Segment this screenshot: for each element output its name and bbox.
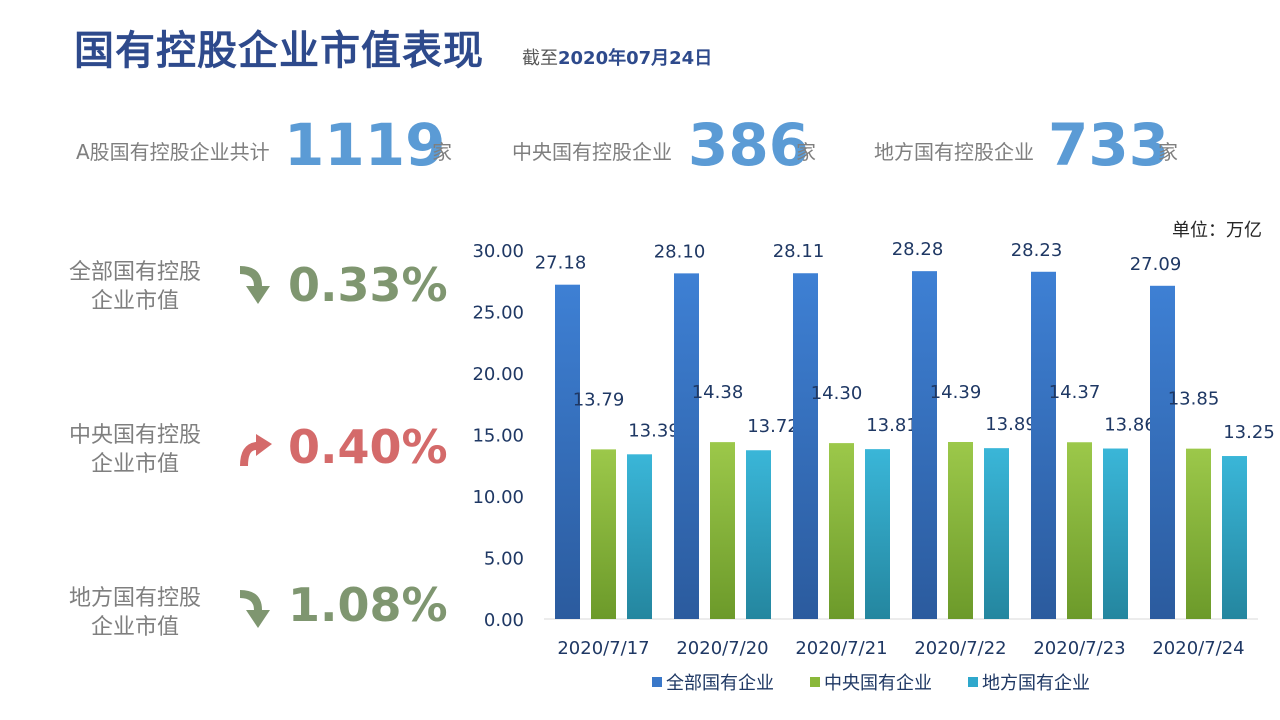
bar — [555, 284, 580, 619]
bar — [1186, 448, 1211, 619]
page-title: 国有控股企业市值表现 — [74, 28, 484, 74]
legend-swatch — [968, 677, 978, 687]
stat-central-unit: 家 — [796, 140, 816, 164]
stat-local-label: 地方国有控股企业 — [874, 140, 1034, 164]
bar — [829, 443, 854, 619]
metric-all-label-line2: 企业市值 — [90, 289, 179, 314]
x-tick-label: 2020/7/23 — [1033, 638, 1125, 659]
data-label: 13.72 — [747, 416, 799, 437]
stat-total-value: 1119 — [284, 111, 446, 179]
bar — [948, 442, 973, 619]
arrow-down-icon — [240, 590, 270, 628]
metric-local-label-line1: 地方国有控股 — [68, 586, 201, 611]
x-tick-label: 2020/7/21 — [795, 638, 887, 659]
data-label: 13.79 — [573, 389, 625, 410]
y-tick-label: 5.00 — [484, 549, 524, 570]
legend-swatch — [652, 677, 662, 687]
arrow-up-icon — [240, 434, 272, 466]
data-label: 27.09 — [1130, 254, 1182, 275]
bar — [1103, 448, 1128, 619]
bar — [793, 273, 818, 619]
metric-all-label: 全部国有控股 企业市值 — [40, 258, 230, 316]
as-of-prefix: 截至 — [522, 48, 558, 69]
y-tick-label: 15.00 — [472, 426, 524, 447]
data-label: 28.23 — [1011, 240, 1063, 261]
data-label: 14.38 — [692, 382, 744, 403]
stat-total-unit: 家 — [432, 140, 452, 164]
bar — [674, 273, 699, 619]
arrow-down-icon — [240, 266, 270, 304]
y-tick-label: 0.00 — [484, 610, 524, 631]
metric-central-change: 0.40% — [288, 420, 448, 474]
stat-total-label: A股国有控股企业共计 — [76, 140, 270, 164]
y-tick-label: 20.00 — [472, 364, 524, 385]
metric-central-label: 中央国有控股 企业市值 — [40, 421, 230, 479]
data-label: 14.39 — [930, 382, 982, 403]
x-tick-label: 2020/7/24 — [1152, 638, 1244, 659]
stat-local-value: 733 — [1048, 111, 1170, 179]
bar — [591, 449, 616, 619]
stat-central-label: 中央国有控股企业 — [512, 140, 672, 164]
bar — [984, 448, 1009, 619]
as-of-date: 截至2020年07月24日 — [522, 44, 712, 70]
metric-central-label-line2: 企业市值 — [90, 452, 179, 477]
legend-label: 地方国有企业 — [982, 673, 1090, 694]
bar — [627, 454, 652, 619]
bar — [1031, 271, 1056, 619]
stat-local-unit: 家 — [1158, 140, 1178, 164]
y-tick-label: 25.00 — [472, 303, 524, 324]
bar — [746, 450, 771, 619]
data-label: 28.11 — [773, 241, 825, 262]
unit-label: 单位：万亿 — [1172, 220, 1262, 241]
metric-local-change: 1.08% — [288, 578, 448, 632]
metric-all-change: 0.33% — [288, 258, 448, 312]
data-label: 14.30 — [811, 383, 863, 404]
metric-local-label: 地方国有控股 企业市值 — [40, 584, 230, 642]
data-label: 13.81 — [866, 415, 918, 436]
data-label: 13.25 — [1223, 422, 1275, 443]
legend-label: 中央国有企业 — [824, 673, 932, 694]
legend-label: 全部国有企业 — [666, 673, 774, 694]
data-label: 27.18 — [535, 253, 587, 274]
data-label: 28.10 — [654, 241, 706, 262]
x-tick-label: 2020/7/20 — [676, 638, 768, 659]
data-label: 13.89 — [985, 414, 1037, 435]
metric-central-label-line1: 中央国有控股 — [68, 423, 201, 448]
stat-central-value: 386 — [688, 111, 810, 179]
data-label: 14.37 — [1049, 382, 1101, 403]
y-tick-label: 10.00 — [472, 487, 524, 508]
x-tick-label: 2020/7/22 — [914, 638, 1006, 659]
data-label: 13.85 — [1168, 389, 1220, 410]
bar — [1222, 456, 1247, 619]
data-label: 13.86 — [1104, 415, 1156, 436]
as-of-date-value: 2020年07月24日 — [558, 48, 713, 69]
bar — [1067, 442, 1092, 619]
bar — [865, 449, 890, 619]
y-tick-label: 30.00 — [472, 241, 524, 262]
data-label: 28.28 — [892, 239, 944, 260]
metric-local-label-line2: 企业市值 — [90, 615, 179, 640]
x-tick-label: 2020/7/17 — [557, 638, 649, 659]
bar — [912, 271, 937, 619]
bar — [710, 442, 735, 619]
metric-all-label-line1: 全部国有控股 — [68, 260, 201, 285]
bar — [1150, 285, 1175, 619]
data-label: 13.39 — [628, 420, 680, 441]
legend-swatch — [810, 677, 820, 687]
